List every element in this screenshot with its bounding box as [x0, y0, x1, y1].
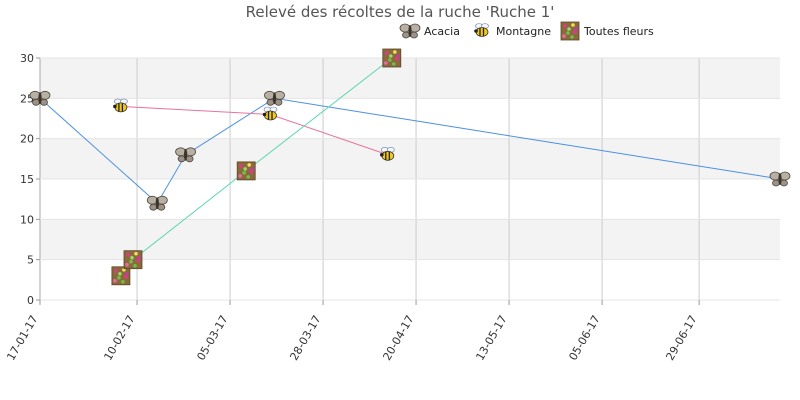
x-axis-ticks: 17-01-17 10-02-17 05-03-17 28-03-17 20-04-17… — [4, 300, 700, 363]
data-point-2-3 — [382, 48, 402, 68]
legend-label: Toutes fleurs — [583, 25, 654, 38]
moth-icon — [399, 23, 421, 39]
data-point-0-4 — [769, 171, 791, 187]
y-tick-label: 30 — [20, 52, 34, 65]
chart-title: Relevé des récoltes de la ruche 'Ruche 1… — [246, 3, 555, 21]
band-1 — [40, 219, 780, 260]
legend: Acacia Montagne Toutes fleurs — [399, 21, 654, 41]
x-tick-label: 13-05-17 — [473, 313, 509, 363]
y-tick-label: 20 — [20, 133, 34, 146]
x-tick-label: 29-06-17 — [663, 313, 699, 363]
data-point-2-0 — [111, 266, 131, 286]
chart-background-bands — [40, 58, 780, 300]
data-point-1-1 — [262, 106, 278, 121]
x-tick-label: 10-02-17 — [101, 313, 137, 363]
data-point-2-2 — [236, 161, 256, 181]
band-3 — [40, 138, 780, 179]
data-point-1-2 — [380, 147, 395, 161]
x-tick-label: 28-03-17 — [287, 313, 323, 363]
data-point-0-1 — [146, 195, 168, 211]
y-tick-label: 10 — [20, 213, 34, 226]
legend-item-2: Toutes fleurs — [560, 21, 654, 41]
flowers-icon — [560, 21, 580, 41]
y-tick-label: 15 — [20, 173, 34, 186]
legend-item-1: Montagne — [474, 23, 551, 38]
bee-icon — [474, 23, 489, 37]
band-5 — [40, 58, 780, 99]
series-markers — [29, 48, 791, 286]
legend-label: Montagne — [496, 25, 551, 38]
x-tick-label: 17-01-17 — [4, 313, 40, 363]
legend-label: Acacia — [424, 25, 460, 38]
x-tick-label: 05-03-17 — [194, 313, 230, 363]
data-point-0-2 — [175, 147, 197, 163]
data-point-2-1 — [123, 250, 143, 270]
band-4 — [40, 98, 780, 139]
data-point-1-0 — [113, 98, 128, 113]
data-point-0-0 — [29, 90, 51, 106]
y-tick-label: 5 — [27, 254, 34, 267]
band-0 — [40, 259, 780, 300]
x-tick-label: 05-06-17 — [566, 313, 602, 363]
x-tick-label: 20-04-17 — [380, 313, 416, 363]
data-point-0-3 — [264, 90, 285, 106]
y-tick-label: 0 — [27, 294, 34, 307]
legend-item-0: Acacia — [399, 23, 460, 39]
